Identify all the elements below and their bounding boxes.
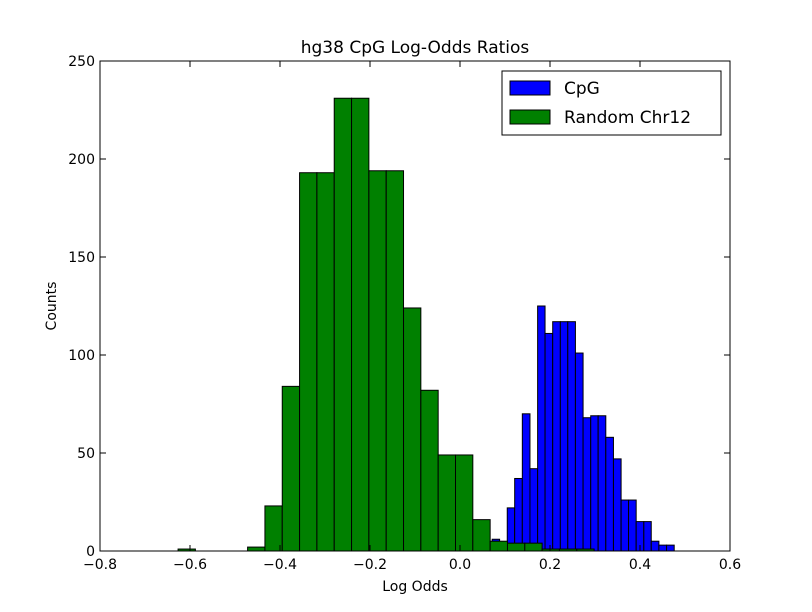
bar-cpg-22 xyxy=(658,544,668,552)
bar-cpg-13 xyxy=(590,415,599,552)
bar-random-chr12-13 xyxy=(455,454,474,552)
bar-random-chr12-7 xyxy=(351,97,370,552)
bar-random-chr12-17 xyxy=(524,542,543,552)
bar-cpg-16 xyxy=(612,458,622,552)
bar-random-chr12-15 xyxy=(489,540,508,552)
bar-cpg-6 xyxy=(537,305,546,552)
bar-cpg-7 xyxy=(544,332,554,552)
y-tick-label-1: 50 xyxy=(77,446,95,462)
bar-random-chr12-8 xyxy=(368,170,387,552)
ticks-layer: −0.8 −0.6 −0.4 −0.2 0.0 0.2 0.4 0.6 0 50 100 150 200… xyxy=(68,54,741,573)
legend-label-cpg: CpG xyxy=(564,79,600,99)
x-tick-label-1: −0.6 xyxy=(173,557,207,573)
plot-frame xyxy=(99,60,731,552)
bar-random-chr12-5 xyxy=(316,172,335,552)
y-tick-label-5: 250 xyxy=(68,54,95,70)
bar-cpg-9 xyxy=(559,321,569,552)
bar-random-chr12-6 xyxy=(333,97,353,552)
bar-cpg-3 xyxy=(514,477,523,552)
bar-cpg-10 xyxy=(567,321,576,552)
bar-cpg-21 xyxy=(650,540,660,552)
bar-random-chr12-11 xyxy=(420,389,439,552)
bar-random-chr12-4 xyxy=(299,172,318,552)
bar-cpg-18 xyxy=(628,499,637,552)
bar-random-chr12-14 xyxy=(472,519,491,552)
bar-random-chr12-10 xyxy=(403,307,422,552)
bar-cpg-15 xyxy=(605,436,614,552)
bar-cpg-17 xyxy=(620,499,630,552)
legend-swatch-cpg xyxy=(509,80,551,96)
bar-random-chr12-2 xyxy=(264,505,283,552)
x-tick-label-3: −0.2 xyxy=(353,557,387,573)
x-axis-label: Log Odds xyxy=(382,579,448,595)
y-axis-label: Counts xyxy=(44,282,60,331)
bar-cpg-11 xyxy=(574,352,584,552)
bar-cpg-5 xyxy=(529,468,539,552)
bar-random-chr12-9 xyxy=(385,170,405,552)
x-tick-label-7: 0.6 xyxy=(719,557,741,573)
x-tick-label-4: 0.0 xyxy=(449,557,471,573)
bar-cpg-8 xyxy=(552,321,561,552)
bar-random-chr12-16 xyxy=(506,542,526,552)
y-tick-label-0: 0 xyxy=(86,544,95,560)
legend: CpG Random Chr12 xyxy=(501,70,722,136)
bar-cpg-12 xyxy=(582,417,592,552)
x-tick-label-0: −0.8 xyxy=(83,557,117,573)
x-tick-label-2: −0.4 xyxy=(263,557,297,573)
bar-cpg-4 xyxy=(521,413,531,552)
legend-swatch-random-chr12 xyxy=(509,109,551,125)
bar-cpg-14 xyxy=(597,415,607,552)
bar-random-chr12-3 xyxy=(281,385,301,552)
bar-cpg-23 xyxy=(666,544,675,552)
y-tick-label-4: 200 xyxy=(68,152,95,168)
legend-label-random-chr12: Random Chr12 xyxy=(564,108,691,128)
bar-random-chr12-1 xyxy=(247,546,266,552)
y-tick-label-3: 150 xyxy=(68,250,95,266)
bar-random-chr12-12 xyxy=(437,454,456,552)
x-tick-label-6: 0.4 xyxy=(629,557,651,573)
chart-title: hg38 CpG Log-Odds Ratios xyxy=(301,38,530,58)
bar-cpg-20 xyxy=(643,521,652,552)
y-tick-label-2: 100 xyxy=(68,348,95,364)
x-tick-label-5: 0.2 xyxy=(539,557,561,573)
